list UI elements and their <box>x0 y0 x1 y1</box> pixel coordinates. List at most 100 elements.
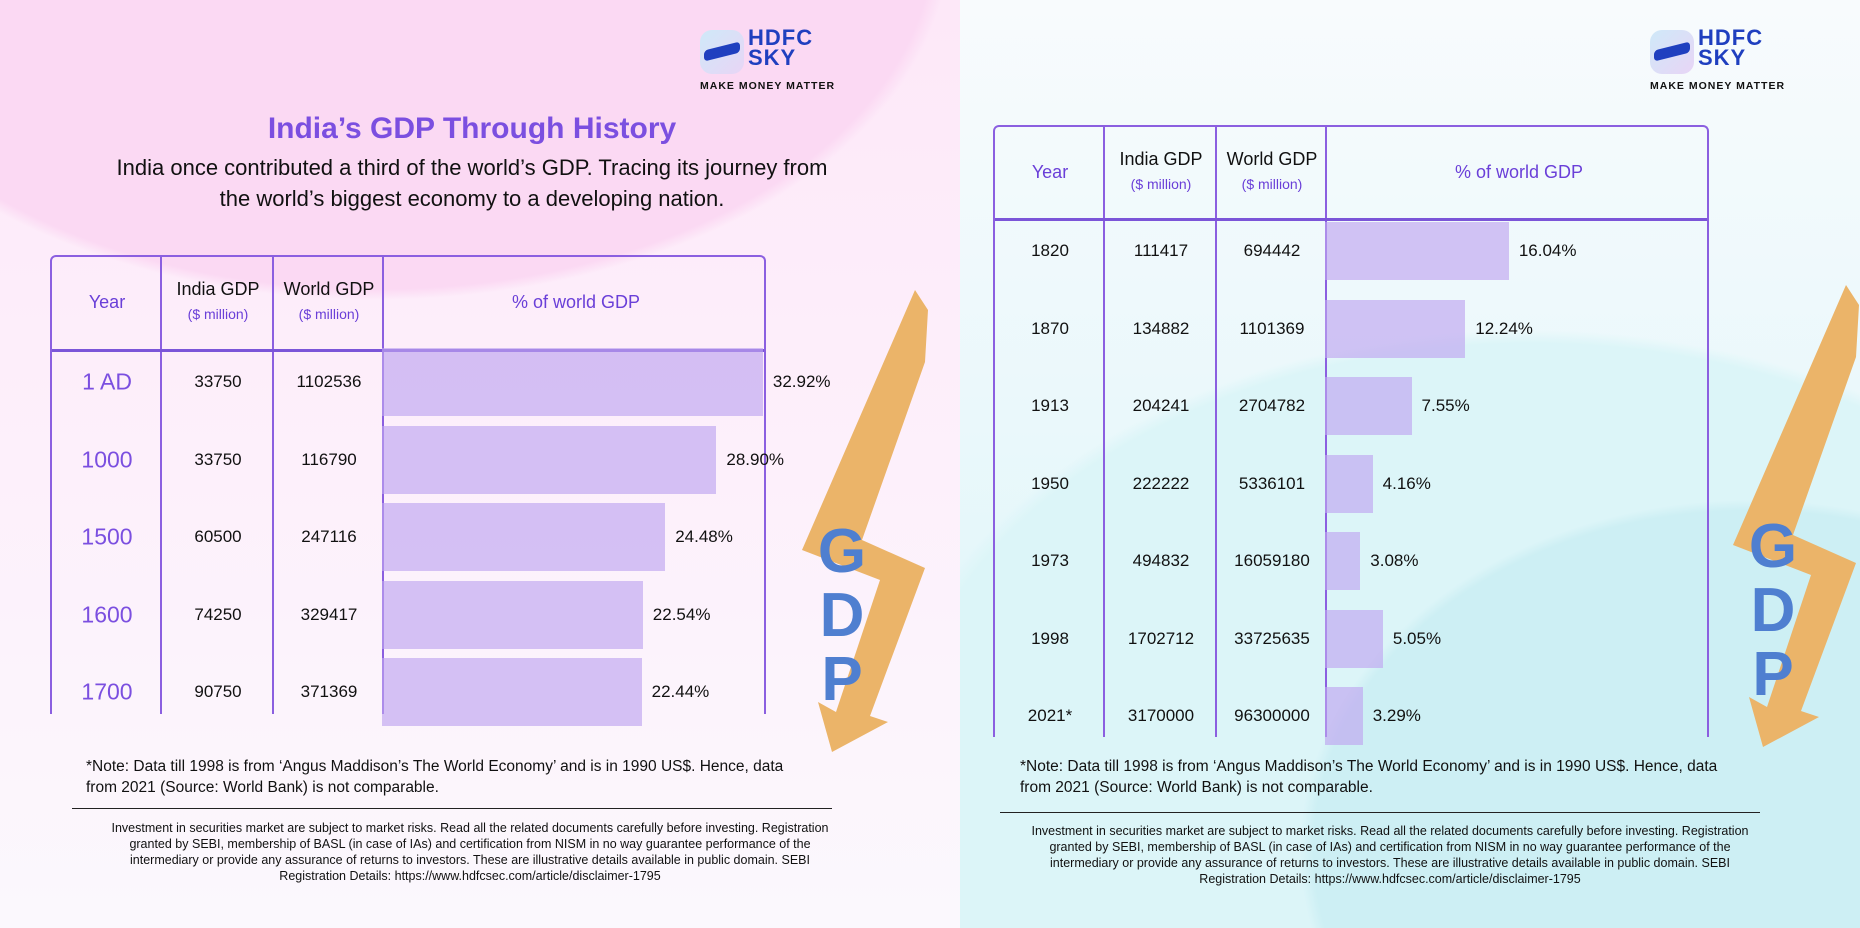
column-divider <box>1103 127 1105 737</box>
pct-label: 28.90% <box>726 449 785 469</box>
subtitle-line-1: India once contributed a third of the wo… <box>116 155 828 180</box>
column-header-unit: ($ million) <box>298 306 360 322</box>
disclaimer-line: Investment in securities market are subj… <box>1031 824 1749 838</box>
cell-year: 1000 <box>81 446 133 472</box>
logo-tagline: MAKE MONEY MATTER <box>1650 80 1786 92</box>
pct-label: 7.55% <box>1421 396 1470 415</box>
pct-bar <box>1325 377 1412 435</box>
cell-year: 1913 <box>1031 396 1069 415</box>
gdp-letter: G <box>1748 512 1798 581</box>
cell-india: 222222 <box>1132 473 1190 493</box>
cell-world: 371369 <box>300 682 358 701</box>
column-divider <box>1215 127 1217 737</box>
hdfc-sky-logo-right: HDFC SKY MAKE MONEY MATTER <box>1650 26 1790 96</box>
hdfc-sky-logo: HDFC SKY MAKE MONEY MATTER <box>700 26 840 96</box>
column-header-unit: ($ million) <box>187 306 249 322</box>
cell-india: 134882 <box>1132 318 1190 338</box>
disclaimer-line: granted by SEBI, membership of BASL (in … <box>129 837 811 851</box>
column-header-label: Year <box>1031 161 1069 182</box>
pct-label: 3.29% <box>1372 706 1421 725</box>
cell-india: 1702712 <box>1127 628 1195 648</box>
column-header-label: World GDP <box>283 279 375 299</box>
cell-world: 2704782 <box>1238 396 1306 415</box>
pct-label: 22.44% <box>651 682 710 701</box>
pct-bar <box>382 348 763 416</box>
cell-india: 494832 <box>1132 551 1190 570</box>
cell-india: 204241 <box>1132 396 1190 415</box>
cell-year: 2021* <box>1027 706 1073 725</box>
cell-world: 96300000 <box>1234 706 1310 725</box>
gdp-letter: G <box>817 517 867 586</box>
cell-year: 1600 <box>81 601 133 627</box>
column-header-label: % of world GDP <box>1454 161 1584 182</box>
pct-label: 16.04% <box>1518 241 1577 260</box>
divider-right <box>1000 812 1760 813</box>
column-header: % of world GDP <box>1327 162 1711 183</box>
header-divider <box>995 218 1707 221</box>
gdp-table-ancient: Year India GDP ($ million) World GDP ($ mill… <box>50 255 831 726</box>
pct-bar <box>1325 609 1383 668</box>
column-header: % of world GDP <box>384 292 768 313</box>
logo-icon <box>1650 30 1694 74</box>
right-panel-background <box>960 0 1860 928</box>
pct-label: 22.54% <box>652 604 711 624</box>
pct-label: 4.16% <box>1382 473 1431 493</box>
disclaimer-line: Registration Details: https://www.hdfcse… <box>279 869 661 883</box>
pct-bar <box>382 503 666 571</box>
pct-label: 5.05% <box>1392 628 1442 648</box>
column-header: World GDP ($ million) <box>1217 149 1327 192</box>
column-header-unit: ($ million) <box>1241 175 1303 192</box>
cell-india: 3170000 <box>1127 706 1195 725</box>
column-header-unit: ($ million) <box>1130 175 1192 192</box>
gdp-letter: P <box>1752 640 1794 709</box>
column-divider <box>272 257 274 714</box>
note-line-1: *Note: Data till 1998 is from ‘Angus Mad… <box>86 758 784 775</box>
column-header: Year <box>995 162 1105 183</box>
cell-india: 33750 <box>194 449 242 469</box>
disclaimer-line: Investment in securities market are subj… <box>111 821 829 835</box>
cell-year: 1820 <box>1031 241 1069 260</box>
cell-world: 1102536 <box>296 372 362 391</box>
note-line-1-right: *Note: Data till 1998 is from ‘Angus Mad… <box>1020 758 1718 775</box>
cell-year: 1500 <box>81 523 133 550</box>
cell-world: 329417 <box>300 604 358 624</box>
pct-label: 3.08% <box>1370 551 1419 570</box>
column-header: World GDP ($ million) <box>274 279 384 322</box>
pct-bar <box>382 425 717 494</box>
disclaimer-right: Investment in securities market are subj… <box>960 823 1820 887</box>
pct-bar <box>1325 299 1466 358</box>
disclaimer-line: Registration Details: https://www.hdfcse… <box>1199 872 1581 886</box>
column-header-label: World GDP <box>1226 148 1318 169</box>
note-line-2: from 2021 (Source: World Bank) is not co… <box>86 779 439 796</box>
disclaimer-line: intermediary or provide any assurance of… <box>130 853 810 867</box>
cell-india: 74250 <box>194 604 242 624</box>
gdp-letter: P <box>821 645 863 714</box>
logo-icon <box>700 30 744 74</box>
page-title: India’s GDP Through History <box>267 112 677 145</box>
subtitle-line-2: the world’s biggest economy to a develop… <box>219 186 725 211</box>
gdp-letter: D <box>1750 576 1796 645</box>
pct-label: 32.92% <box>772 372 831 391</box>
logo-wordmark: HDFC SKY <box>748 25 814 70</box>
pct-label: 12.24% <box>1475 318 1533 338</box>
cell-world: 694442 <box>1243 241 1301 260</box>
cell-year: 1950 <box>1031 473 1069 493</box>
pct-bar <box>382 580 643 649</box>
gdp-letter: D <box>819 581 865 650</box>
pct-label: 24.48% <box>675 527 733 546</box>
cell-world: 33725635 <box>1234 628 1310 648</box>
cell-india: 60500 <box>194 527 242 546</box>
gdp-table-modern: Year India GDP ($ million) World GDP ($ mill… <box>993 125 1711 745</box>
disclaimer-line: granted by SEBI, membership of BASL (in … <box>1049 840 1731 854</box>
column-header-label: % of world GDP <box>511 292 641 312</box>
divider <box>72 808 832 809</box>
cell-world: 16059180 <box>1234 551 1310 570</box>
cell-year: 1973 <box>1031 551 1069 570</box>
cell-year: 1870 <box>1031 318 1069 338</box>
note-line-2-right: from 2021 (Source: World Bank) is not co… <box>1020 779 1373 796</box>
column-header: India GDP ($ million) <box>1105 149 1217 192</box>
cell-india: 90750 <box>194 682 242 701</box>
cell-world: 247116 <box>301 527 357 546</box>
